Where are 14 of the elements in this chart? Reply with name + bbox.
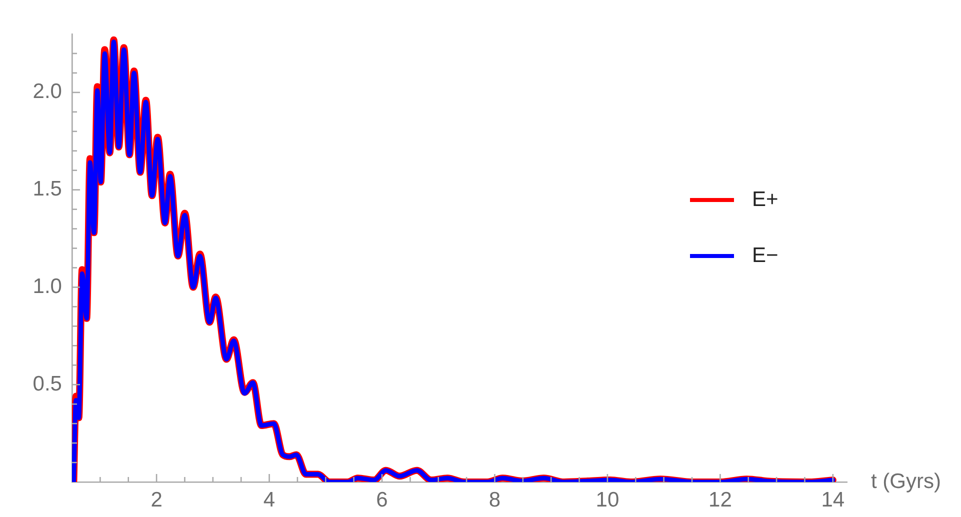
x-tick-label: 8 [488,488,501,512]
y-tick-label: 2.0 [32,80,62,104]
legend-label: E+ [752,188,778,211]
y-tick-label: 1.0 [32,275,62,298]
x-tick-label: 14 [821,488,845,512]
x-tick-label: 6 [376,488,388,512]
legend-label: E− [752,244,778,267]
y-tick-label: 1.5 [32,178,62,201]
x-axis-title: t (Gyrs) [871,470,941,493]
x-tick-label: 4 [263,488,276,512]
y-tick-label: 0.5 [32,372,62,396]
x-tick-label: 2 [150,488,162,512]
x-tick-label: 10 [596,488,620,512]
x-tick-label: 12 [708,488,732,512]
